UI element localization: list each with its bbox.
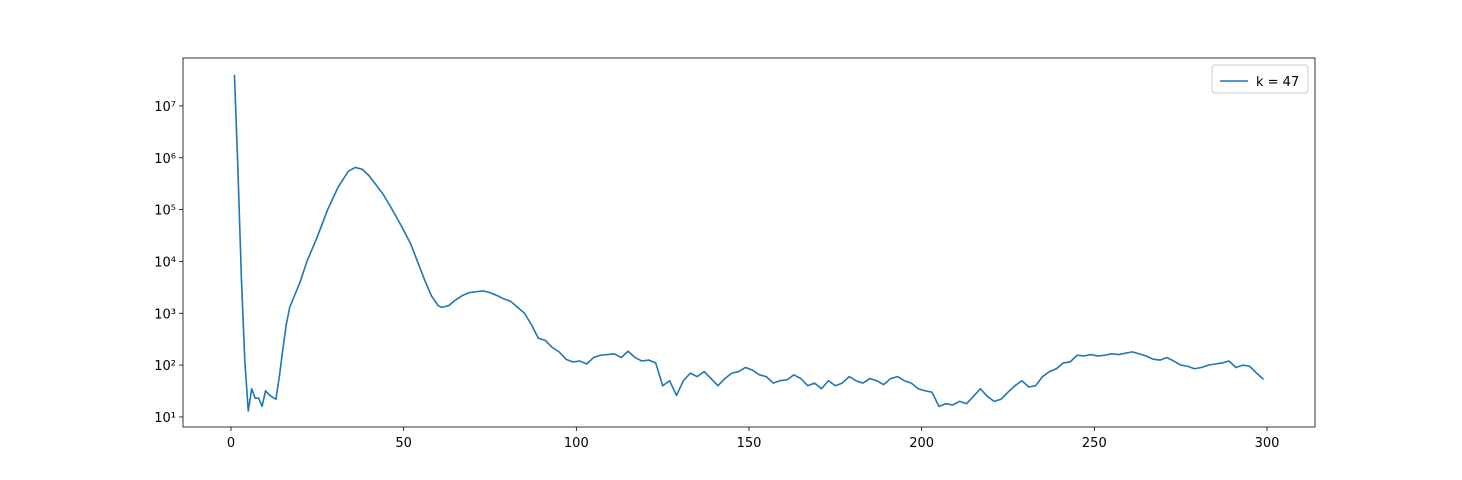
x-tick-label: 50	[395, 436, 412, 451]
y-tick-label: 10⁷	[154, 100, 176, 115]
x-tick-label: 200	[909, 436, 934, 451]
y-tick-label: 10¹	[154, 411, 176, 426]
x-tick-label: 100	[564, 436, 589, 451]
legend-box	[1211, 64, 1309, 94]
plot-frame	[182, 57, 1316, 428]
y-tick-label: 10²	[154, 359, 176, 374]
x-tick-label: 150	[737, 436, 762, 451]
x-tick-label: 0	[227, 436, 235, 451]
y-tick-label: 10⁶	[154, 152, 176, 167]
y-tick-label: 10⁵	[154, 204, 176, 219]
x-tick-label: 300	[1255, 436, 1280, 451]
x-tick-label: 250	[1082, 436, 1107, 451]
legend-label: k = 47	[1256, 75, 1299, 90]
y-tick-label: 10³	[154, 307, 176, 322]
data-line	[233, 74, 1265, 412]
y-tick-label: 10⁴	[154, 255, 176, 270]
